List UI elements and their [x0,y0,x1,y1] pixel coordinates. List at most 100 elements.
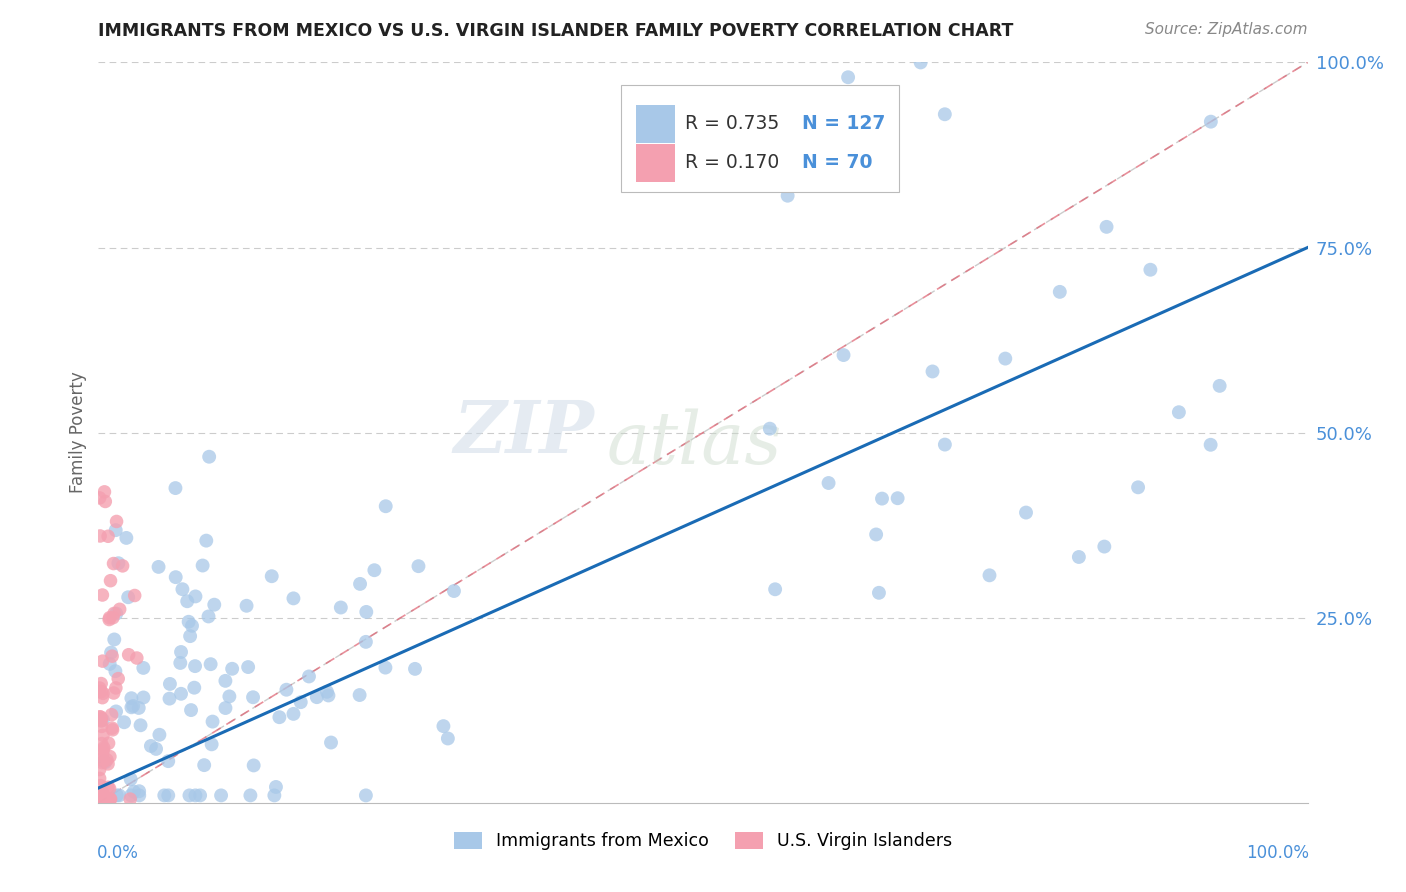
Point [91,588,114,602]
Point [89,710,111,724]
Point [105,515,128,529]
Point [90,684,112,698]
Point [868,586,890,600]
Point [832,348,855,362]
Point [90,792,112,806]
Point [139,739,162,753]
Point [93,740,115,755]
Point [305,690,328,705]
Point [115,531,138,545]
Point [817,475,839,490]
Point [184,659,207,673]
Point [117,591,139,605]
Point [118,648,141,662]
Point [91,792,114,806]
Point [202,598,225,612]
Point [91,728,114,742]
Point [264,780,287,794]
Point [89,792,111,806]
Point [89,792,111,806]
Point [93,484,115,499]
Point [97,736,120,750]
Point [181,619,204,633]
Point [218,690,240,704]
Text: R = 0.170: R = 0.170 [685,153,779,172]
Point [763,582,786,597]
Point [105,705,128,719]
Point [1126,480,1149,494]
Point [363,563,385,577]
Point [91,654,114,668]
Point [408,559,430,574]
Point [129,718,152,732]
Point [91,785,114,799]
Point [100,574,122,588]
Point [111,558,134,573]
Point [242,690,264,705]
Point [214,701,236,715]
Point [169,656,191,670]
Point [104,523,127,537]
Point [921,364,943,378]
Point [443,584,465,599]
Point [148,560,170,574]
Point [200,657,222,672]
Text: atlas: atlas [606,409,782,479]
Text: 0.0%: 0.0% [97,844,139,862]
Point [260,569,283,583]
Point [103,632,125,647]
Point [191,558,214,573]
Point [356,605,378,619]
Legend: Immigrants from Mexico, U.S. Virgin Islanders: Immigrants from Mexico, U.S. Virgin Isla… [447,825,959,857]
Point [349,577,371,591]
Point [101,610,124,624]
Point [263,789,285,803]
Point [994,351,1017,366]
Point [170,687,193,701]
FancyBboxPatch shape [621,85,898,192]
Point [153,789,176,803]
Point [120,789,142,803]
Point [101,723,124,737]
Point [179,789,201,803]
Point [90,719,112,733]
Point [100,792,122,806]
Point [94,756,117,770]
Point [184,590,207,604]
Point [108,789,131,803]
Point [437,731,460,746]
Point [193,758,215,772]
Point [934,437,956,451]
Point [91,756,114,770]
Point [1095,219,1118,234]
Point [101,649,124,664]
Point [180,703,202,717]
Text: 100.0%: 100.0% [1246,844,1309,862]
Point [157,754,180,768]
Point [89,792,111,806]
Point [104,681,127,695]
Point [759,422,782,436]
Point [89,763,111,777]
Point [1208,379,1230,393]
Point [90,714,112,728]
Point [120,772,142,787]
Point [89,779,111,793]
Point [165,481,187,495]
Point [269,710,291,724]
Point [103,607,125,621]
Point [98,792,121,806]
Point [432,719,454,733]
FancyBboxPatch shape [637,144,675,182]
Point [100,707,122,722]
Point [98,749,121,764]
Point [97,756,120,771]
Point [94,494,117,508]
Point [886,491,908,506]
Point [214,673,236,688]
Point [98,792,121,806]
Point [98,613,121,627]
Point [107,672,129,686]
Point [1067,549,1090,564]
Point [934,107,956,121]
